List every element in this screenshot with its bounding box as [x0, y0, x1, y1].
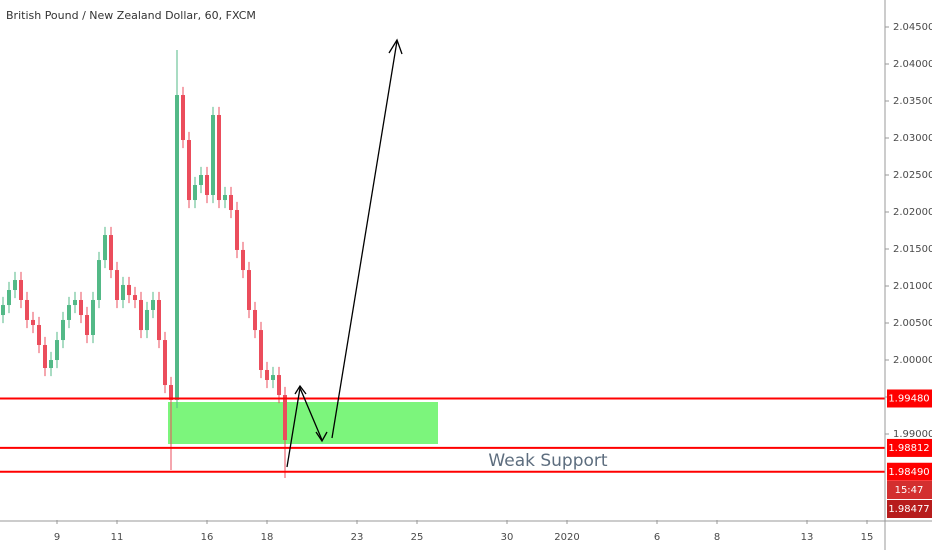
candle-body [163, 340, 167, 386]
x-tick-label: 16 [201, 532, 214, 543]
candle-body [193, 185, 197, 201]
candle-body [187, 140, 191, 201]
plot [0, 50, 885, 478]
candle-body [277, 375, 281, 396]
x-tick-label: 11 [111, 532, 124, 543]
candle-body [55, 340, 59, 361]
x-tick-label: 13 [801, 532, 814, 543]
y-tick-label: 2.00500 [893, 318, 932, 329]
candle-body [97, 260, 101, 300]
arrows [286, 38, 403, 468]
y-tick-label: 2.04000 [893, 59, 932, 70]
candle-body [19, 280, 23, 300]
x-tick-label: 18 [261, 532, 274, 543]
candle-body [79, 299, 83, 316]
x-tick-label: 2020 [554, 532, 579, 543]
candle-body [199, 175, 203, 186]
candle-body [265, 370, 269, 380]
candle-body [229, 194, 233, 211]
candle-body [271, 375, 275, 380]
chart-title: British Pound / New Zealand Dollar, 60, … [6, 9, 256, 22]
candle-body [133, 295, 137, 300]
candle-body [31, 319, 35, 326]
candle-body [121, 284, 125, 300]
candle-body [73, 299, 77, 306]
candle-body [211, 114, 215, 195]
candle-body [241, 249, 245, 271]
x-tick-label: 9 [54, 532, 60, 543]
candle-body [7, 290, 11, 306]
level-label-box [887, 389, 932, 408]
y-tick-label: 2.04500 [893, 22, 932, 33]
y-tick-label: 2.02000 [893, 207, 932, 218]
candle-body [43, 344, 47, 369]
candle-body [13, 280, 17, 291]
candle-body [91, 299, 95, 335]
candle-body [151, 299, 155, 310]
candle-body [169, 385, 173, 400]
candle-body [235, 210, 239, 250]
support-zone [168, 402, 438, 444]
candle-body [205, 175, 209, 195]
arrow-head [294, 384, 307, 395]
y-tick-label: 2.00000 [893, 355, 932, 366]
level-label: 1.98812 [888, 443, 929, 454]
x-tick-label: 30 [501, 532, 514, 543]
candle-body [283, 395, 287, 441]
y-tick-label: 2.02500 [893, 170, 932, 181]
candle-body [103, 235, 107, 261]
candle-body [247, 270, 251, 310]
arrow-head [388, 38, 403, 55]
y-tick-label: 2.01000 [893, 281, 932, 292]
candle-body [145, 309, 149, 331]
candle-body [0, 305, 5, 316]
candle-body [49, 360, 53, 369]
countdown-box [887, 481, 932, 499]
countdown: 15:47 [895, 485, 924, 496]
candle-body [139, 299, 143, 331]
candle-body [67, 305, 71, 320]
candle-body [25, 299, 29, 320]
candle-body [259, 330, 263, 371]
candle-body [61, 319, 65, 341]
level-label: 1.98490 [888, 467, 929, 478]
candle-body [175, 95, 179, 400]
x-tick-label: 8 [714, 532, 720, 543]
x-tick-label: 15 [861, 532, 874, 543]
candle-body [85, 315, 89, 335]
candle-body [127, 284, 131, 296]
y-tick-label: 2.03500 [893, 96, 932, 107]
candle-body [217, 114, 221, 201]
x-tick-label: 6 [654, 532, 660, 543]
candle-body [223, 194, 227, 201]
last-price: 1.98477 [888, 504, 929, 515]
x-tick-label: 23 [351, 532, 364, 543]
y-tick-label: 2.03000 [893, 133, 932, 144]
level-label: 1.99480 [888, 393, 929, 404]
axes: 1.990001.995002.000002.005002.010002.015… [54, 22, 932, 543]
level-label-box [887, 462, 932, 481]
arrow-path [331, 40, 398, 439]
y-tick-label: 2.01500 [893, 244, 932, 255]
last-price-box [887, 500, 932, 518]
y-tick-label: 1.99000 [893, 429, 932, 440]
candle-body [109, 235, 113, 271]
candle-body [37, 325, 41, 345]
level-label-box [887, 438, 932, 457]
annotation: Weak Support [488, 451, 607, 471]
candle-body [115, 270, 119, 300]
arrow-path [286, 385, 323, 468]
arrow-head [315, 431, 328, 443]
candle-body [157, 299, 161, 341]
candle-body [181, 95, 185, 141]
candle-body [253, 309, 257, 331]
x-tick-label: 25 [411, 532, 424, 543]
